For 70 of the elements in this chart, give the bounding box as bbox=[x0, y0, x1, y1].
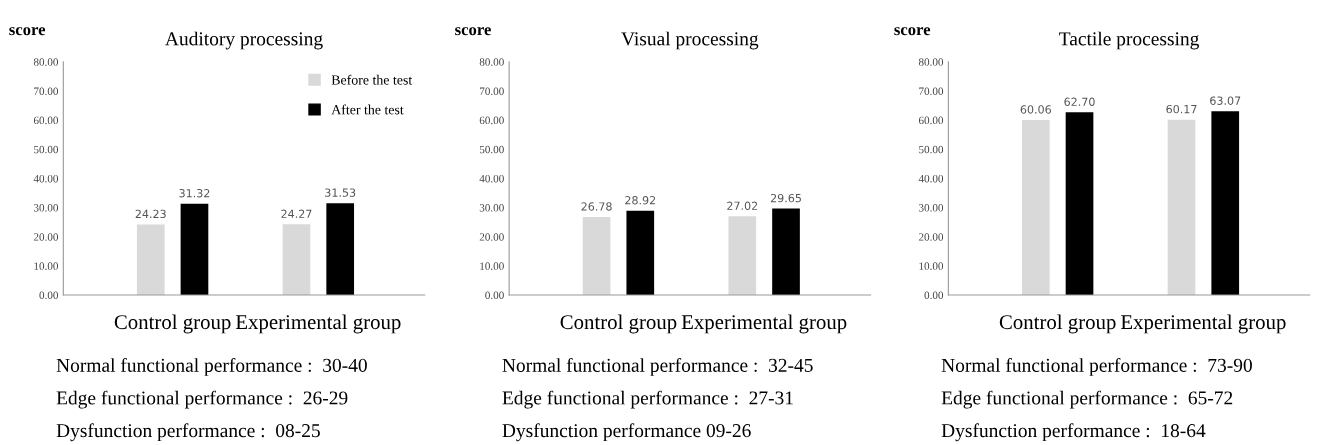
text: Normal functional performance : 30-40 bbox=[56, 357, 367, 376]
y-tick-label: 10.00 bbox=[919, 262, 944, 270]
text: Edge functional performance : 27-31 bbox=[502, 390, 793, 409]
y-tick-label: 40.00 bbox=[33, 174, 59, 183]
bar bbox=[180, 203, 209, 296]
bar bbox=[136, 224, 165, 296]
chart-title: Tactile processing bbox=[1059, 31, 1200, 50]
x-tick-label: Experimental group bbox=[235, 314, 401, 334]
y-tick-label: 60.00 bbox=[918, 116, 944, 125]
text: Normal functional performance : 73-90 bbox=[941, 357, 1252, 376]
y-axis-title: score bbox=[9, 27, 46, 36]
legend-label: After the test bbox=[331, 104, 404, 115]
bar bbox=[326, 203, 355, 296]
bar bbox=[282, 224, 311, 296]
y-axis-title: score bbox=[894, 27, 931, 36]
data-label: 31.32 bbox=[179, 189, 210, 198]
data-label: 60.06 bbox=[1020, 105, 1051, 114]
y-tick-label: 60.00 bbox=[33, 116, 59, 125]
y-tick-label: 70.00 bbox=[480, 87, 504, 96]
y-axis-title: score bbox=[455, 27, 491, 36]
text: Dysfunction performance 09-26 bbox=[502, 423, 751, 442]
data-label: 31.53 bbox=[325, 188, 356, 197]
y-tick-label: 50.00 bbox=[34, 145, 59, 154]
data-label: 24.23 bbox=[135, 209, 166, 219]
text: Normal functional performance : 32-45 bbox=[502, 357, 813, 376]
data-label: 24.27 bbox=[281, 209, 312, 218]
y-tick-label: 0.00 bbox=[485, 291, 504, 300]
y-tick-label: 20.00 bbox=[479, 233, 504, 241]
text: Edge functional performance : 26-29 bbox=[56, 390, 348, 409]
bar bbox=[626, 210, 655, 296]
y-tick-label: 20.00 bbox=[33, 233, 59, 241]
x-tick-label: Control group bbox=[114, 314, 231, 334]
text: Dysfunction performance : 08-25 bbox=[56, 423, 320, 442]
y-tick-label: 10.00 bbox=[34, 262, 59, 270]
bar bbox=[728, 216, 757, 296]
x-tick-label: Experimental group bbox=[681, 314, 847, 334]
x-tick-label: Control group bbox=[999, 314, 1116, 334]
y-tick-label: 60.00 bbox=[479, 116, 504, 125]
y-tick-label: 30.00 bbox=[33, 204, 59, 212]
x-tick-label: Experimental group bbox=[1120, 314, 1286, 334]
x-tick-label: Control group bbox=[560, 314, 677, 334]
data-label: 62.70 bbox=[1064, 97, 1095, 106]
y-tick-label: 30.00 bbox=[479, 204, 504, 212]
data-label: 29.65 bbox=[770, 193, 801, 203]
y-tick-label: 80.00 bbox=[918, 58, 944, 66]
y-tick-label: 50.00 bbox=[919, 145, 944, 154]
bar bbox=[582, 216, 611, 296]
y-tick-label: 40.00 bbox=[918, 174, 944, 183]
y-tick-label: 40.00 bbox=[479, 174, 504, 183]
bar bbox=[772, 208, 800, 296]
legend-label: Before the test bbox=[331, 74, 413, 85]
chart-title: Visual processing bbox=[621, 31, 759, 50]
data-label: 63.07 bbox=[1210, 96, 1241, 105]
data-label: 27.02 bbox=[727, 201, 758, 210]
y-tick-label: 0.00 bbox=[39, 291, 59, 300]
data-label: 60.17 bbox=[1166, 104, 1197, 114]
y-tick-label: 30.00 bbox=[919, 204, 944, 212]
chart-title: Auditory processing bbox=[165, 31, 323, 50]
y-tick-label: 70.00 bbox=[919, 87, 944, 96]
y-tick-label: 0.00 bbox=[924, 291, 944, 300]
text: Edge functional performance : 65-72 bbox=[941, 390, 1233, 409]
y-tick-label: 70.00 bbox=[34, 87, 59, 96]
y-tick-label: 80.00 bbox=[33, 58, 59, 66]
data-label: 28.92 bbox=[625, 196, 656, 205]
y-tick-label: 80.00 bbox=[479, 58, 504, 66]
data-label: 26.78 bbox=[581, 202, 612, 211]
y-tick-label: 10.00 bbox=[480, 262, 504, 270]
y-tick-label: 50.00 bbox=[479, 145, 504, 154]
text: Dysfunction performance : 18-64 bbox=[941, 423, 1206, 442]
y-tick-label: 20.00 bbox=[918, 233, 944, 241]
